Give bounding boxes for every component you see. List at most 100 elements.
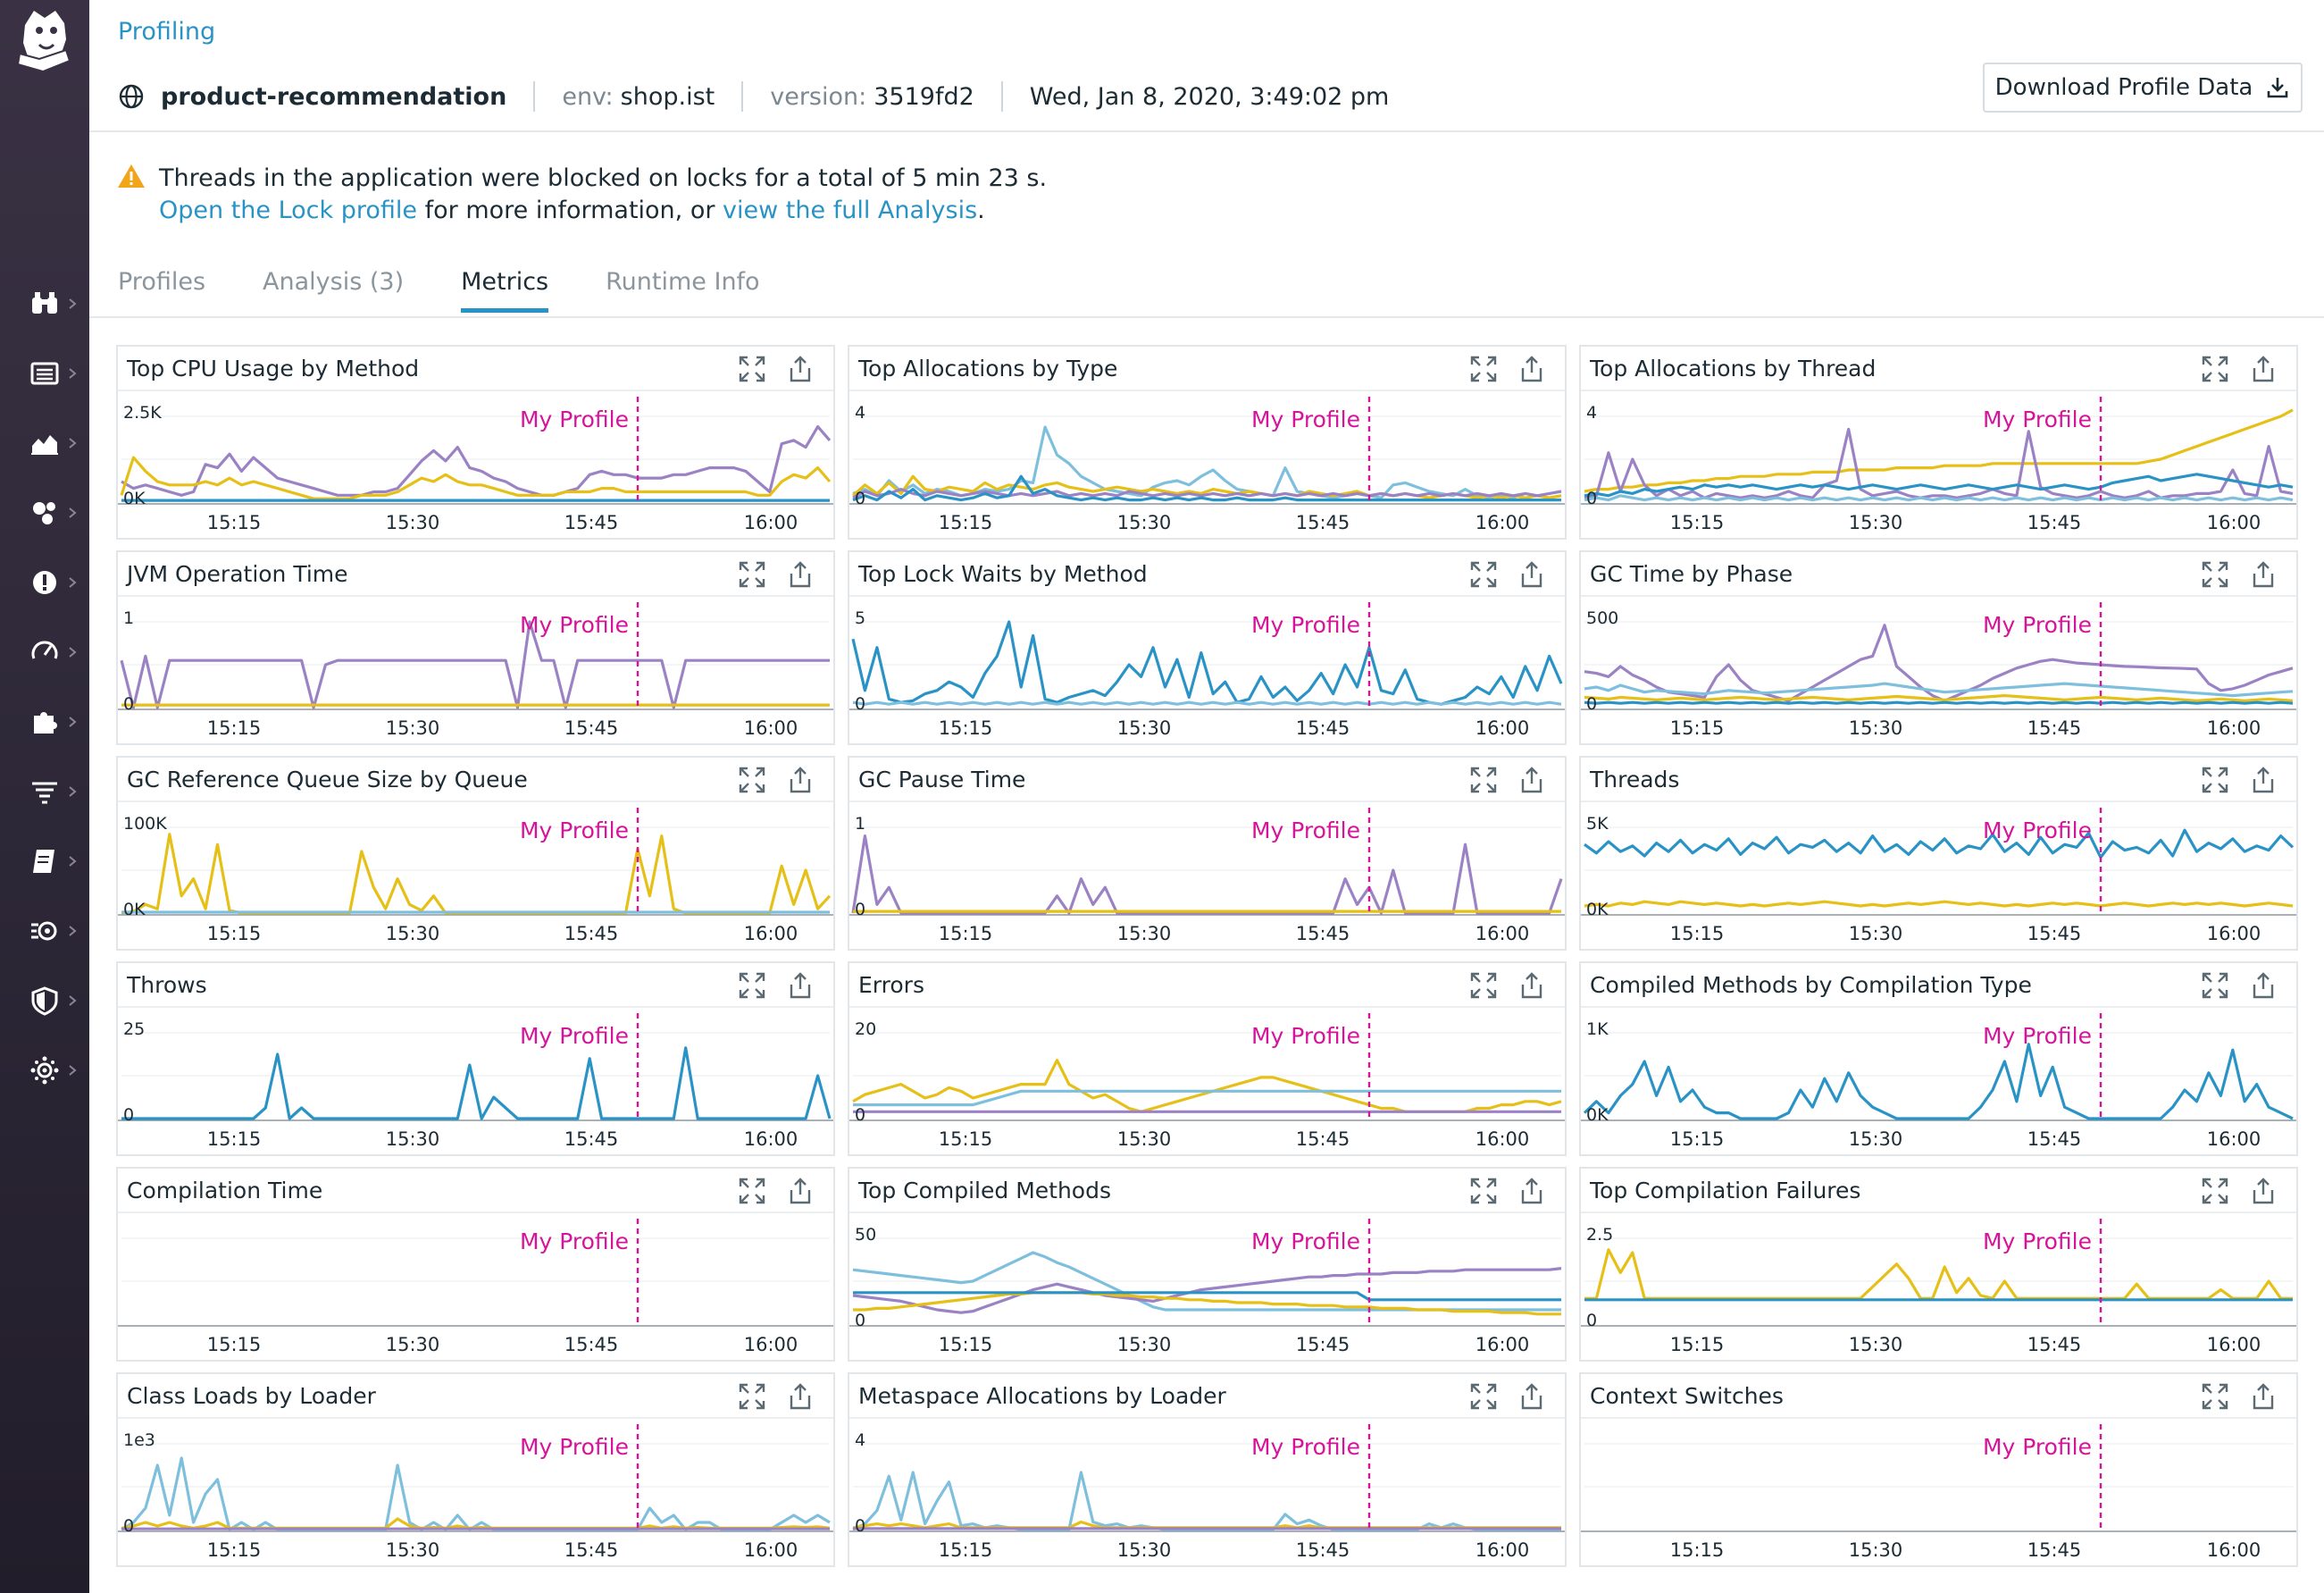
expand-icon[interactable]: [2200, 559, 2230, 590]
line-chart[interactable]: 50 0 My Profile 15:15 15:30 15:45 16:00: [849, 1213, 1565, 1360]
tab-metrics[interactable]: Metrics: [461, 268, 549, 313]
share-icon[interactable]: [785, 354, 815, 384]
share-icon[interactable]: [1517, 354, 1547, 384]
line-chart[interactable]: 1e3 0 My Profile 15:15 15:30 15:45 16:00: [118, 1419, 833, 1565]
share-icon[interactable]: [785, 1176, 815, 1206]
sidebar-item-list[interactable]: [0, 347, 89, 400]
download-profile-button[interactable]: Download Profile Data: [1983, 63, 2303, 113]
share-icon[interactable]: [2248, 559, 2278, 590]
share-icon[interactable]: [1517, 765, 1547, 795]
breadcrumb[interactable]: Profiling: [118, 18, 216, 46]
expand-icon[interactable]: [1468, 559, 1499, 590]
line-chart[interactable]: 5 0 My Profile 15:15 15:30 15:45 16:00: [849, 597, 1565, 743]
x-tick-label: 15:15: [939, 923, 993, 944]
expand-icon[interactable]: [737, 354, 767, 384]
card-header-divider: [849, 1212, 1565, 1213]
share-icon[interactable]: [1517, 559, 1547, 590]
chevron-right-icon: [69, 786, 77, 797]
line-chart[interactable]: 2.5K 0K My Profile 15:15 15:30 15:45 16:00: [118, 391, 833, 538]
line-chart[interactable]: 4 0 My Profile 15:15 15:30 15:45 16:00: [849, 391, 1565, 538]
share-icon[interactable]: [1517, 970, 1547, 1001]
line-chart[interactable]: 500 0 My Profile 15:15 15:30 15:45 16:00: [1581, 597, 2296, 743]
series-line-purple: [852, 487, 1562, 499]
line-chart[interactable]: 25 0 My Profile 15:15 15:30 15:45 16:00: [118, 1008, 833, 1154]
sidebar-item-puzzle[interactable]: [0, 695, 89, 749]
datadog-logo-icon[interactable]: [13, 4, 77, 75]
share-icon[interactable]: [2248, 1176, 2278, 1206]
share-icon[interactable]: [2248, 354, 2278, 384]
sidebar-item-filter-lines[interactable]: [0, 765, 89, 818]
expand-icon[interactable]: [1468, 354, 1499, 384]
expand-icon[interactable]: [737, 1381, 767, 1412]
share-icon[interactable]: [2248, 765, 2278, 795]
x-tick-label: 15:30: [1849, 1128, 1903, 1150]
x-tick-label: 15:45: [2027, 512, 2082, 533]
expand-icon[interactable]: [1468, 1176, 1499, 1206]
expand-icon[interactable]: [2200, 1176, 2230, 1206]
line-chart[interactable]: 4 0 My Profile 15:15 15:30 15:45 16:00: [1581, 391, 2296, 538]
y-tick-label: 0: [855, 900, 865, 919]
expand-icon[interactable]: [737, 559, 767, 590]
line-chart[interactable]: 5K 0K My Profile 15:15 15:30 15:45 16:00: [1581, 802, 2296, 949]
chevron-right-icon: [69, 647, 77, 658]
tab-profiles[interactable]: Profiles: [118, 268, 206, 296]
line-chart[interactable]: 4 0 My Profile 15:15 15:30 15:45 16:00: [849, 1419, 1565, 1565]
line-chart[interactable]: My Profile 15:15 15:30 15:45 16:00: [1581, 1419, 2296, 1565]
sidebar-item-apm[interactable]: [0, 904, 89, 958]
share-icon[interactable]: [2248, 970, 2278, 1001]
full-analysis-link[interactable]: view the full Analysis: [723, 197, 978, 224]
share-icon[interactable]: [785, 970, 815, 1001]
expand-icon[interactable]: [2200, 354, 2230, 384]
series-line-purple: [1584, 624, 2294, 702]
sidebar-item-shield[interactable]: [0, 974, 89, 1027]
chart-card-top-lock-waits-by-method: Top Lock Waits by Method 5 0 My Profile 15:1…: [848, 550, 1567, 745]
sidebar-item-gear-cluster[interactable]: [0, 1044, 89, 1097]
sidebar-item-area-chart[interactable]: [0, 416, 89, 470]
line-chart[interactable]: 1 0 My Profile 15:15 15:30 15:45 16:00: [118, 597, 833, 743]
line-chart[interactable]: 1K 0K My Profile 15:15 15:30 15:45 16:00: [1581, 1008, 2296, 1154]
share-icon[interactable]: [1517, 1176, 1547, 1206]
expand-icon[interactable]: [2200, 1381, 2230, 1412]
y-tick-label: 50: [855, 1225, 876, 1245]
chart-title: Top Compiled Methods: [858, 1178, 1111, 1203]
lock-profile-link[interactable]: Open the Lock profile: [159, 197, 418, 224]
sidebar-item-hexagons[interactable]: [0, 486, 89, 540]
expand-icon[interactable]: [2200, 765, 2230, 795]
alert-icon: [33, 571, 56, 594]
x-tick-label: 16:00: [2207, 1539, 2261, 1561]
my-profile-label: My Profile: [1251, 407, 1360, 432]
expand-icon[interactable]: [1468, 970, 1499, 1001]
x-tick-label: 15:15: [939, 1128, 993, 1150]
share-icon[interactable]: [2248, 1381, 2278, 1412]
expand-icon[interactable]: [737, 1176, 767, 1206]
header-divider: [89, 130, 2324, 132]
card-header-divider: [1581, 595, 2296, 597]
line-chart[interactable]: 20 0 My Profile 15:15 15:30 15:45 16:00: [849, 1008, 1565, 1154]
share-icon[interactable]: [1517, 1381, 1547, 1412]
line-chart[interactable]: 2.5 0 My Profile 15:15 15:30 15:45 16:00: [1581, 1213, 2296, 1360]
sidebar-item-gauge[interactable]: [0, 625, 89, 679]
card-header-divider: [849, 1006, 1565, 1008]
share-icon[interactable]: [785, 765, 815, 795]
share-icon[interactable]: [785, 1381, 815, 1412]
line-chart[interactable]: 100K 0K My Profile 15:15 15:30 15:45 16:00: [118, 802, 833, 949]
chevron-right-icon: [69, 995, 77, 1006]
sidebar-item-notebook[interactable]: [0, 834, 89, 888]
share-icon[interactable]: [785, 559, 815, 590]
line-chart[interactable]: My Profile 15:15 15:30 15:45 16:00: [118, 1213, 833, 1360]
chart-card-top-cpu-usage-by-method: Top CPU Usage by Method 2.5K 0K My Profile 1…: [116, 345, 835, 540]
tab-analysis[interactable]: Analysis (3): [263, 268, 405, 296]
series-line-blue: [852, 474, 1561, 502]
sidebar-item-binoculars[interactable]: [0, 277, 89, 331]
x-tick-label: 15:15: [1670, 923, 1725, 944]
expand-icon[interactable]: [1468, 765, 1499, 795]
chevron-right-icon: [69, 577, 77, 588]
expand-icon[interactable]: [1468, 1381, 1499, 1412]
expand-icon[interactable]: [2200, 970, 2230, 1001]
tab-runtime-info[interactable]: Runtime Info: [606, 268, 760, 296]
expand-icon[interactable]: [737, 970, 767, 1001]
line-chart[interactable]: 1 0 My Profile 15:15 15:30 15:45 16:00: [849, 802, 1565, 949]
expand-icon[interactable]: [737, 765, 767, 795]
chart-title: GC Time by Phase: [1590, 561, 1793, 587]
sidebar-item-alert[interactable]: [0, 556, 89, 609]
